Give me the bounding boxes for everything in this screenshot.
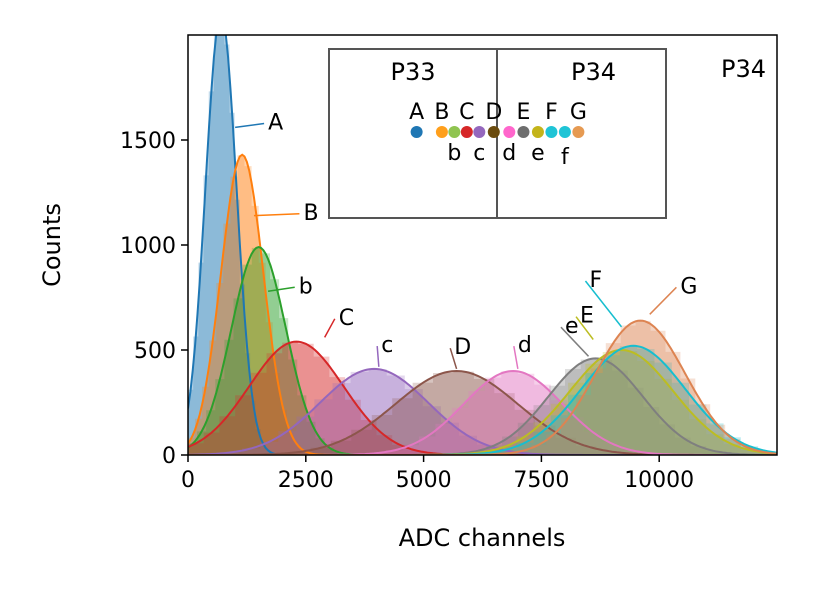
series-hist-B	[188, 155, 777, 455]
series-label-d-lower: d	[518, 333, 532, 358]
inset-marker-label-A: A	[409, 100, 424, 125]
series-fill-F	[188, 345, 777, 455]
series-leader-D	[449, 347, 458, 370]
series-leader-E	[575, 316, 594, 340]
series-fill-G	[188, 320, 777, 455]
x-tick-label: 10000	[624, 468, 694, 493]
inset-marker-label-f-lower: f	[561, 145, 570, 170]
inset-marker-b-lower	[448, 126, 461, 138]
series-leader-B	[253, 213, 300, 217]
series-hist-A	[188, 35, 777, 455]
series-line-b-lower	[188, 246, 777, 455]
x-tick-label: 7500	[513, 468, 569, 493]
series-fill-e-lower	[188, 358, 777, 455]
series-label-C: C	[339, 306, 354, 331]
series-label-A: A	[268, 111, 283, 136]
series-fill-C	[188, 341, 777, 455]
series-hist-C	[188, 342, 777, 455]
series-fill-c-lower	[188, 368, 777, 455]
series-leader-G	[649, 286, 677, 315]
series-label-G: G	[680, 274, 697, 299]
inset-marker-label-d-lower: d	[502, 141, 516, 166]
series-label-F: F	[589, 268, 602, 293]
inset-marker-C	[460, 126, 473, 138]
y-tick-label: 0	[162, 444, 176, 469]
series-hist-D	[188, 371, 777, 455]
series-fill-A	[188, 35, 777, 455]
series-fill-D	[188, 371, 777, 455]
series-histograms	[188, 35, 777, 455]
series-hist-c-lower	[188, 369, 777, 455]
series-label-E: E	[580, 304, 594, 329]
inset-marker-label-G: G	[570, 100, 587, 125]
series-fill-E	[188, 350, 777, 455]
inset-marker-G	[572, 126, 585, 138]
series-fill-B	[188, 154, 777, 455]
series-line-c-lower	[188, 367, 777, 455]
series-leader-e-lower	[560, 326, 590, 357]
inset-marker-label-B: B	[434, 100, 449, 125]
axes: 0 2500 5000 7500 10000 0 500 1000 1500	[120, 34, 778, 493]
inset-marker-label-D: D	[485, 100, 502, 125]
inset-marker-E	[517, 126, 530, 138]
y-tick-label: 1000	[120, 234, 176, 259]
series-hist-d-lower	[188, 371, 777, 455]
series-hist-G	[188, 320, 777, 455]
inset-marker-label-C: C	[459, 100, 474, 125]
series-hist-E	[188, 351, 777, 455]
series-line-e-lower	[188, 357, 777, 455]
series-line-F	[188, 344, 777, 455]
inset-marker-label-F: F	[545, 100, 558, 125]
x-axis-label: ADC channels	[399, 524, 566, 552]
y-axis-label: Counts	[38, 203, 66, 287]
series-hist-e-lower	[188, 359, 777, 455]
series-label-e-lower: e	[565, 314, 579, 339]
series-label-c-lower: c	[381, 333, 393, 358]
series-leader-d-lower	[513, 345, 519, 370]
x-tick-label: 2500	[278, 468, 334, 493]
y-tick-label: 1500	[120, 129, 176, 154]
series-fill-d-lower	[188, 371, 777, 455]
inset-marker-c-lower	[473, 126, 486, 138]
series-leader-A	[235, 122, 265, 129]
series-leader-b-lower	[267, 286, 295, 292]
inset-marker-label-E: E	[516, 100, 530, 125]
series-leader-C	[323, 318, 336, 338]
inset-left-label: P33	[390, 58, 435, 86]
inset-marker-B	[435, 126, 448, 138]
inset-marker-label-b-lower: b	[447, 141, 461, 166]
inset-marker-label-c-lower: c	[473, 141, 485, 166]
series-line-C	[188, 340, 777, 455]
x-tick-label: 0	[181, 468, 195, 493]
inset-marker-D	[487, 126, 500, 138]
series-hist-F	[188, 346, 777, 455]
series-leader-c-lower	[376, 346, 380, 367]
inset-marker-f-lower	[558, 126, 571, 138]
series-label-b-lower: b	[299, 274, 313, 299]
inset-marker-d-lower	[503, 126, 516, 138]
series-label-B: B	[303, 201, 318, 226]
inset-marker-A	[410, 126, 423, 138]
inset-marker-e-lower	[531, 126, 544, 138]
inset-marker-label-e-lower: e	[531, 141, 545, 166]
series-leader-F	[584, 280, 623, 328]
series-label-D: D	[454, 335, 471, 360]
series-line-B	[188, 153, 777, 455]
inset-marker-F	[545, 126, 558, 138]
series-line-E	[188, 348, 777, 455]
panel-label: P34	[721, 55, 766, 83]
inset-right-label: P34	[571, 58, 616, 86]
x-tick-label: 5000	[396, 468, 452, 493]
y-tick-label: 500	[134, 339, 176, 364]
